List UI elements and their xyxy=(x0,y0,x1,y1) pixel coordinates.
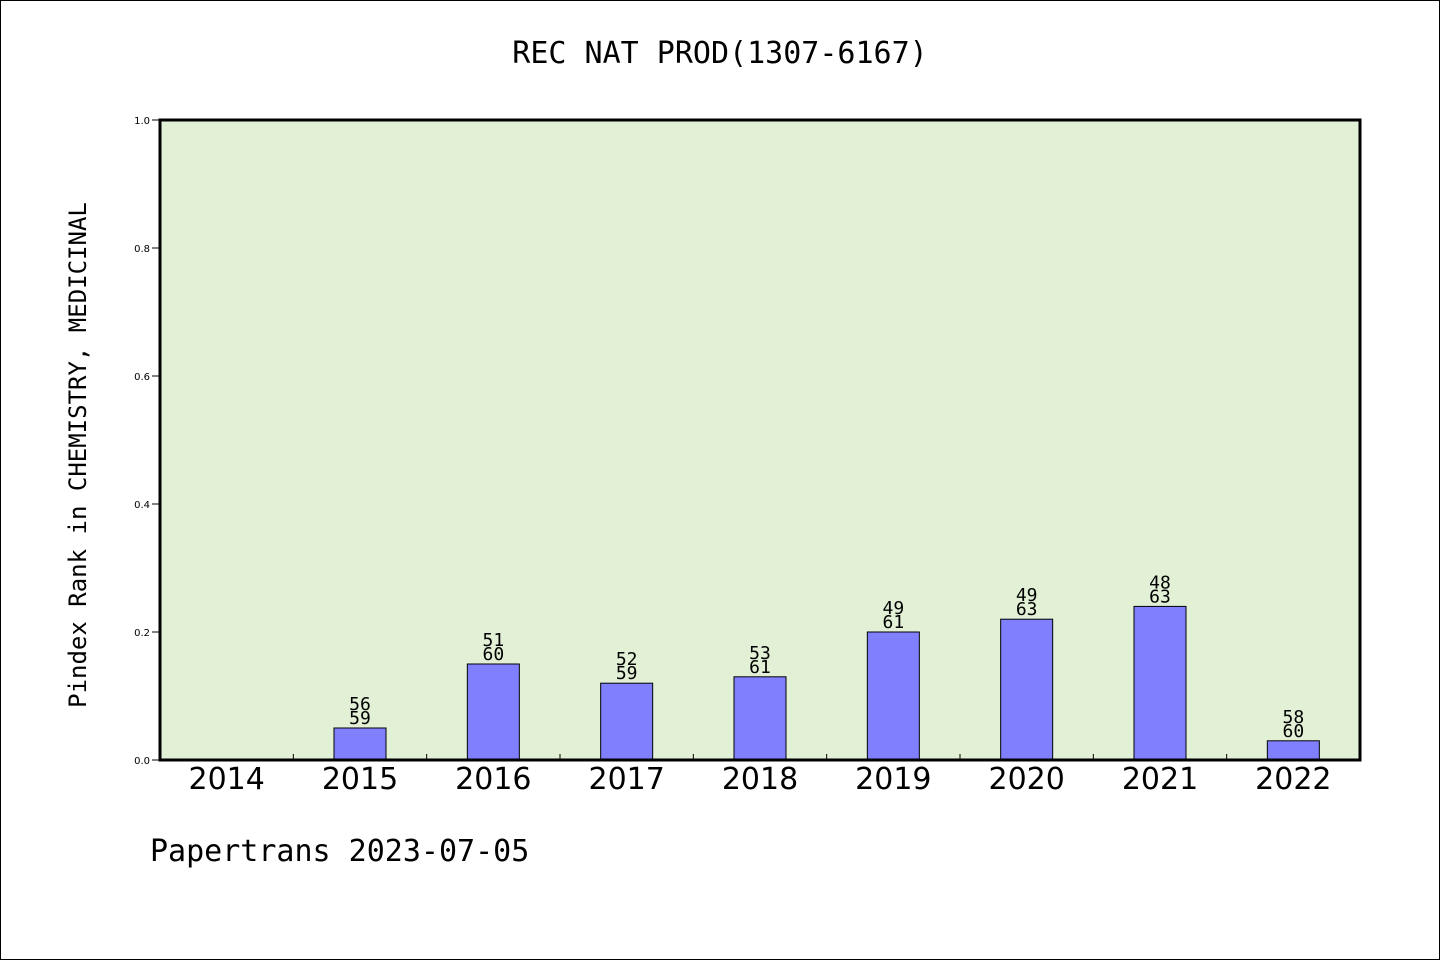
bar-label-bottom: 63 xyxy=(1149,586,1171,607)
bar-label-top: 48 xyxy=(1149,572,1171,593)
y-tick-label: 0.2 xyxy=(134,628,150,639)
bar xyxy=(466,663,520,761)
bar xyxy=(1266,740,1320,761)
bar-label-bottom: 60 xyxy=(1282,721,1304,742)
bar xyxy=(600,682,654,761)
bar xyxy=(1000,618,1054,761)
bar-label-bottom: 59 xyxy=(616,663,638,684)
x-tick-label: 2018 xyxy=(722,762,798,797)
x-tick-label: 2021 xyxy=(1122,762,1198,797)
y-tick-label: 0.0 xyxy=(134,756,150,767)
bar xyxy=(733,676,787,761)
bar-label-bottom: 61 xyxy=(882,612,904,633)
x-tick-label: 2015 xyxy=(322,762,398,797)
chart-title: REC NAT PROD(1307-6167) xyxy=(512,36,928,71)
bar xyxy=(1133,605,1187,761)
bar-label-bottom: 61 xyxy=(749,657,771,678)
bar-label-top: 53 xyxy=(749,643,771,664)
y-tick-label: 0.6 xyxy=(134,372,150,383)
bar-label-top: 52 xyxy=(616,649,638,670)
y-tick-label: 0.8 xyxy=(134,244,150,255)
x-tick-label: 2020 xyxy=(988,762,1064,797)
bar-label-top: 51 xyxy=(482,630,504,651)
bar xyxy=(333,727,387,761)
x-tick-label: 2014 xyxy=(188,762,264,797)
bar-label-top: 49 xyxy=(1016,585,1038,606)
x-tick-label: 2022 xyxy=(1255,762,1331,797)
bar xyxy=(866,631,920,761)
bar-label-top: 58 xyxy=(1282,707,1304,728)
x-tick-label: 2019 xyxy=(855,762,931,797)
bar-label-top: 49 xyxy=(882,598,904,619)
plot-border xyxy=(158,118,1362,762)
x-tick-label: 2017 xyxy=(588,762,664,797)
bar-label-bottom: 59 xyxy=(349,708,371,729)
bar-label-bottom: 60 xyxy=(482,644,504,665)
x-tick-label: 2016 xyxy=(455,762,531,797)
bar-label-bottom: 63 xyxy=(1016,599,1038,620)
y-tick-label: 1.0 xyxy=(134,116,150,127)
y-tick-label: 0.4 xyxy=(134,500,150,511)
bar-label-top: 56 xyxy=(349,694,371,715)
footer-credit: Papertrans 2023-07-05 xyxy=(150,834,530,869)
